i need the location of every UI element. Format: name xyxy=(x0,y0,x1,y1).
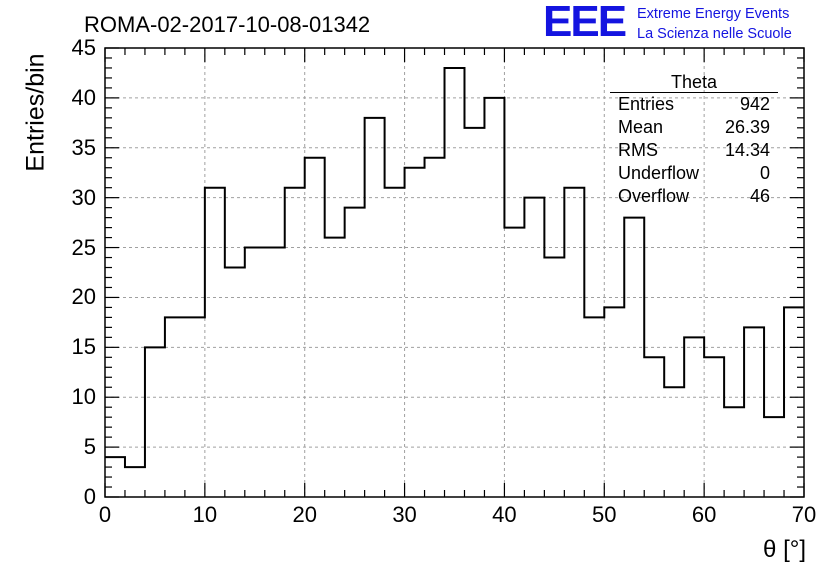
stats-title: Theta xyxy=(610,72,778,93)
y-axis-label: Entries/bin xyxy=(21,53,50,172)
y-tick-label: 35 xyxy=(71,134,96,160)
y-tick-label: 20 xyxy=(71,284,96,310)
x-axis-label: θ [°] xyxy=(763,536,806,563)
stat-value: 942 xyxy=(739,94,770,114)
y-tick-label: 0 xyxy=(83,484,96,509)
stat-row-mean: Mean 26.39 xyxy=(610,116,778,139)
stat-label: Underflow xyxy=(618,163,700,183)
stat-row-underflow: Underflow 0 xyxy=(610,162,778,185)
y-tick-label: 10 xyxy=(71,384,96,410)
x-tick-label: 0 xyxy=(98,502,112,527)
stat-label: Mean xyxy=(618,117,664,137)
x-tick-label: 30 xyxy=(392,502,417,527)
y-tick-label: 15 xyxy=(71,334,96,360)
stat-label: Entries xyxy=(618,94,675,114)
stat-value: 14.34 xyxy=(724,140,770,160)
x-tick-label: 40 xyxy=(492,502,517,527)
stat-label: Overflow xyxy=(618,186,690,206)
grid-lines xyxy=(105,48,804,497)
logo-subtitle-line1: Extreme Energy Events xyxy=(637,6,790,22)
run-title: ROMA-02-2017-10-08-01342 xyxy=(84,12,371,37)
eee-logo: EEE xyxy=(543,0,627,46)
stat-row-rms: RMS 14.34 xyxy=(610,139,778,162)
stat-value: 0 xyxy=(759,163,770,183)
x-tick-label: 10 xyxy=(192,502,218,527)
y-tick-label: 40 xyxy=(71,84,96,110)
plot-frame xyxy=(104,47,805,498)
y-tick-label: 45 xyxy=(71,35,96,60)
stat-row-overflow: Overflow 46 xyxy=(610,185,778,208)
logo-subtitle-line2: La Scienza nelle Scuole xyxy=(637,26,792,42)
y-tick-label: 30 xyxy=(71,184,96,210)
x-tick-label: 60 xyxy=(691,502,717,527)
x-tick-label: 70 xyxy=(791,502,817,527)
y-tick-label: 25 xyxy=(71,234,96,260)
stat-value: 26.39 xyxy=(724,117,770,137)
histogram-line xyxy=(105,66,804,469)
stat-value: 46 xyxy=(749,186,770,206)
y-tick-label: 5 xyxy=(83,434,96,460)
stat-label: RMS xyxy=(618,140,658,160)
axis-ticks xyxy=(104,47,805,498)
stat-row-entries: Entries 942 xyxy=(610,93,778,116)
x-tick-label: 50 xyxy=(592,502,617,527)
stats-box: Theta Entries 942 Mean 26.39 RMS 14.34 U… xyxy=(610,72,778,208)
x-tick-label: 20 xyxy=(292,502,317,527)
